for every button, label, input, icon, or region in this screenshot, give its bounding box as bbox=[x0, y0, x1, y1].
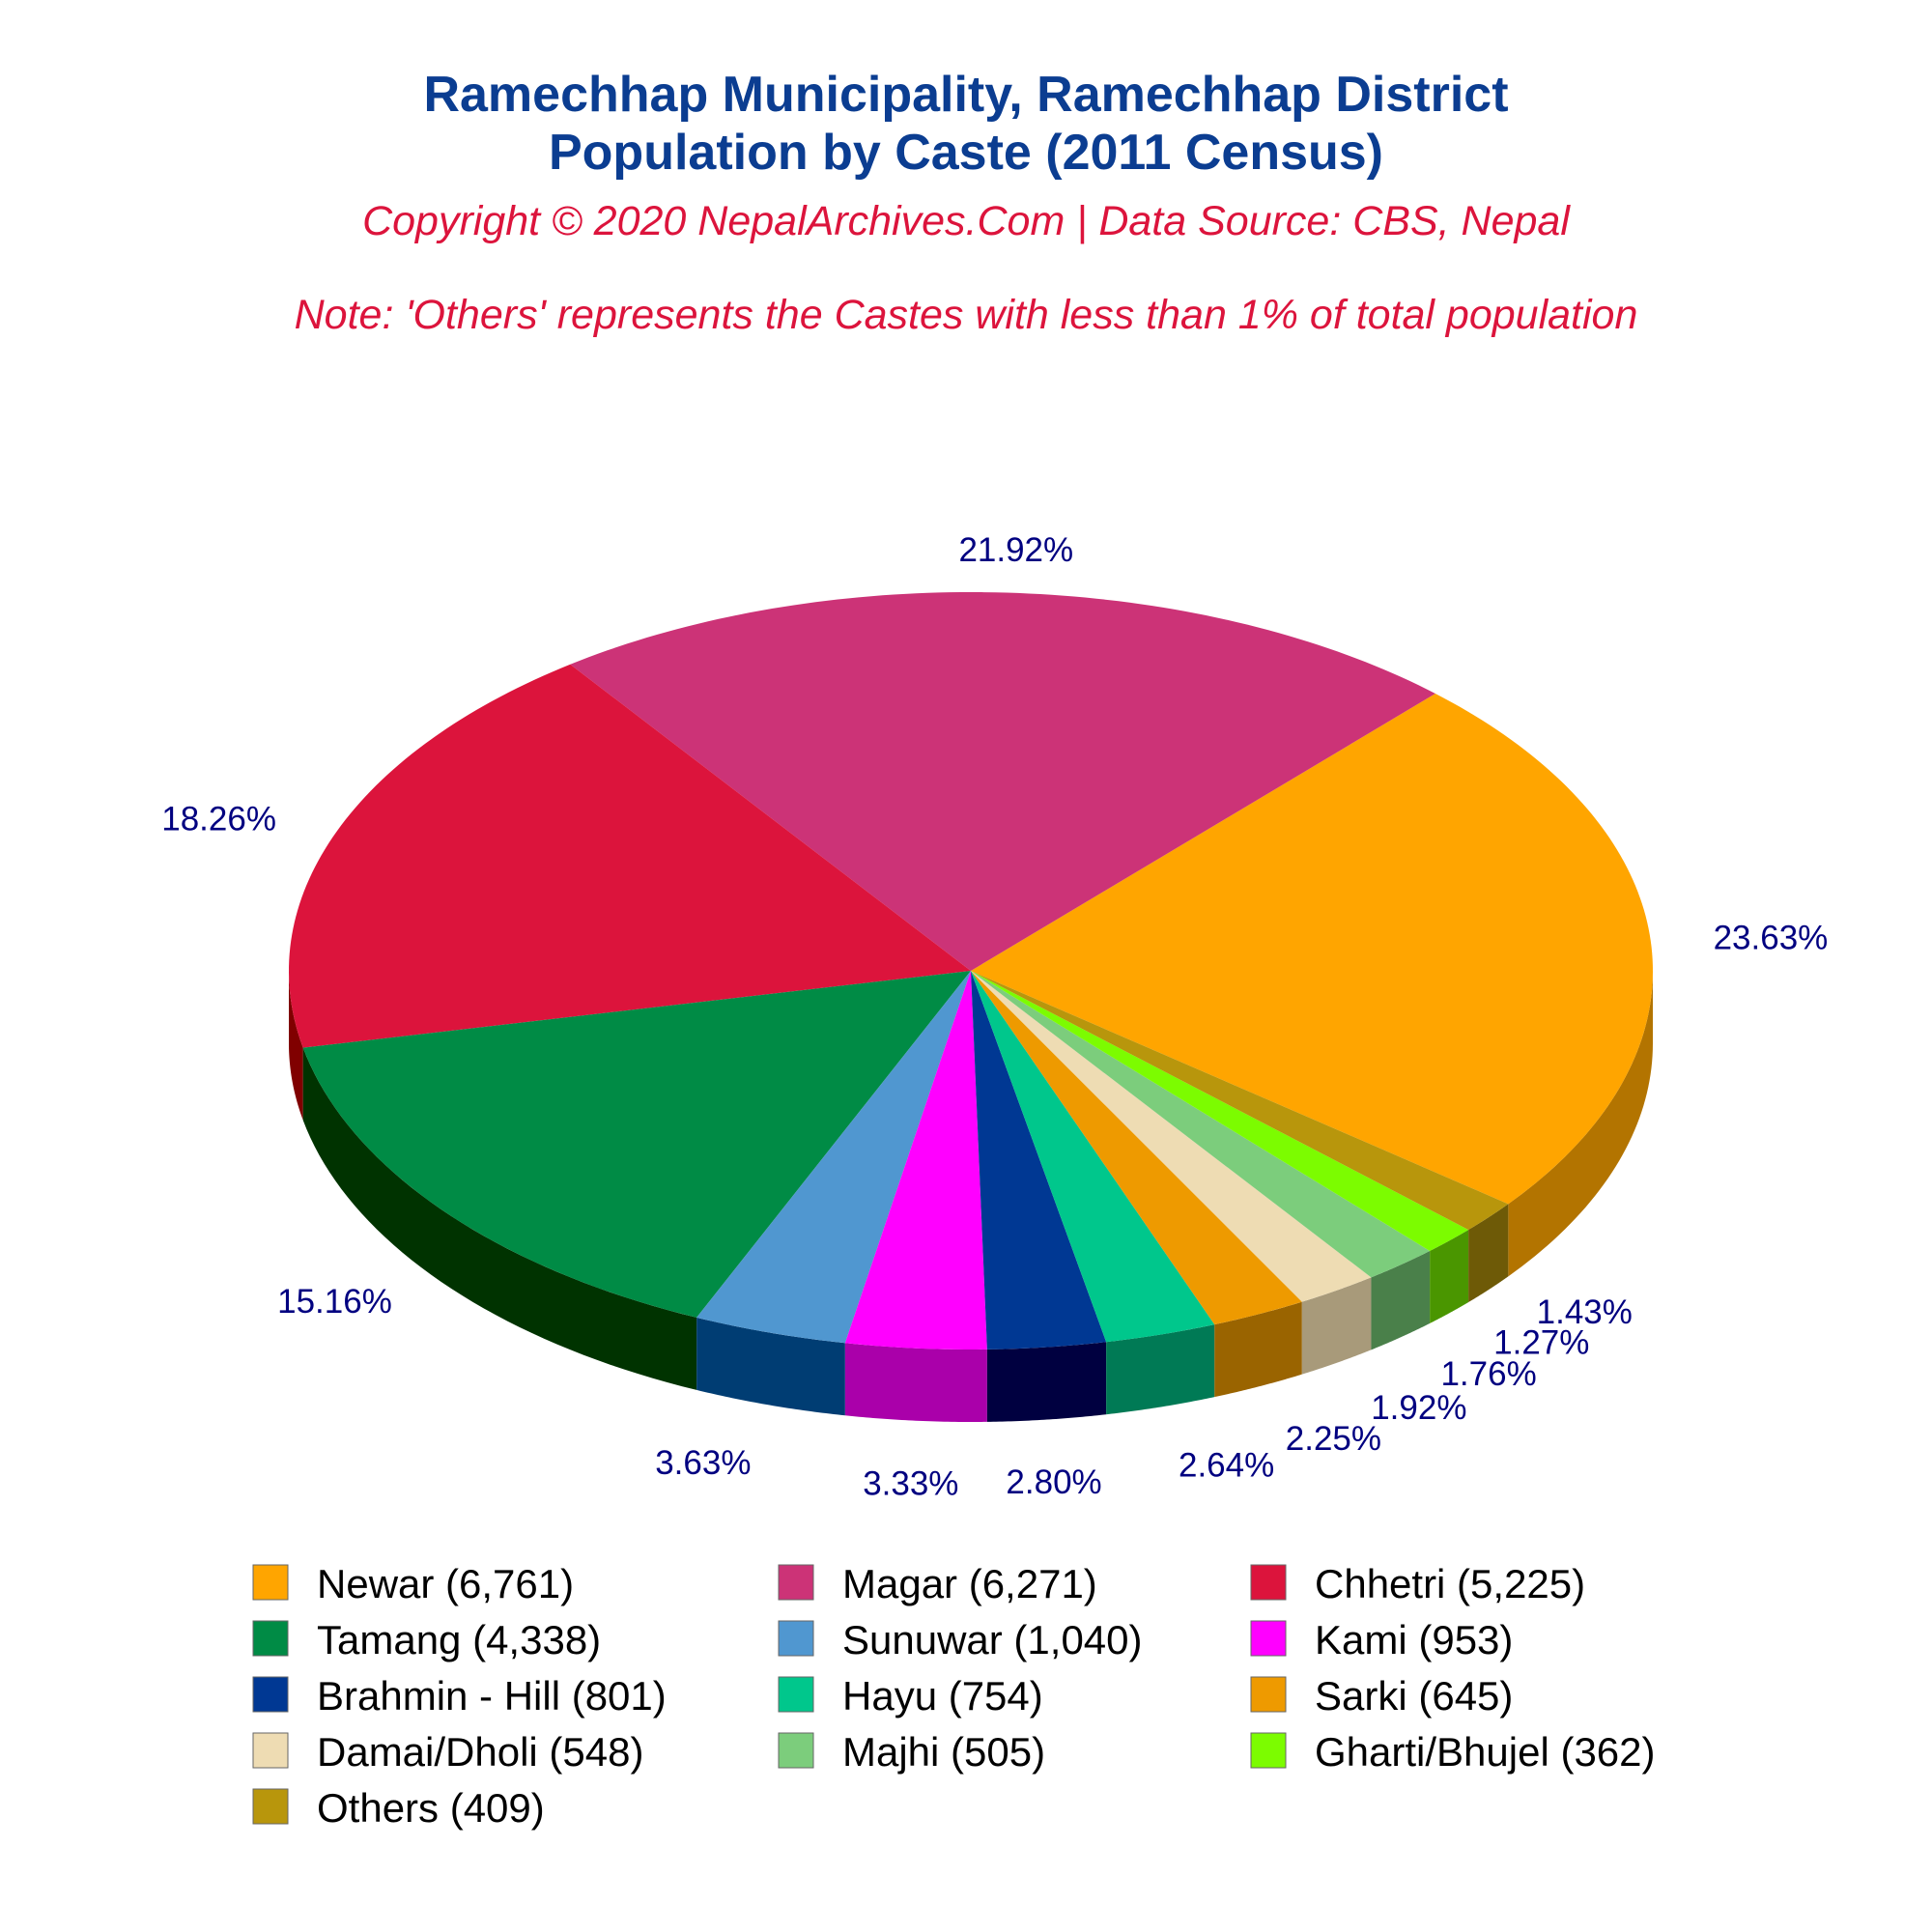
pie-slice-others bbox=[971, 971, 1509, 1231]
legend-swatch bbox=[252, 1676, 289, 1713]
legend-label: Tamang (4,338) bbox=[317, 1617, 601, 1662]
legend-label: Sunuwar (1,040) bbox=[842, 1617, 1143, 1662]
legend-swatch bbox=[1250, 1676, 1287, 1713]
legend-label: Damai/Dholi (548) bbox=[317, 1729, 643, 1775]
legend-swatch bbox=[252, 1732, 289, 1769]
pie-slice-hayu bbox=[971, 971, 1215, 1343]
legend-label: Brahmin - Hill (801) bbox=[317, 1673, 667, 1719]
legend-label: Newar (6,761) bbox=[317, 1561, 574, 1606]
chart-note: Note: 'Others' represents the Castes wit… bbox=[295, 292, 1638, 338]
percent-label-magar: 21.92% bbox=[958, 531, 1073, 569]
percent-label-majhi: 1.76% bbox=[1440, 1355, 1536, 1393]
pie-side-others bbox=[1468, 1204, 1509, 1303]
percent-label-newar: 23.63% bbox=[1714, 919, 1829, 956]
legend-label: Hayu (754) bbox=[842, 1673, 1043, 1719]
pie-side-hayu bbox=[1106, 1324, 1215, 1415]
percent-label-sarki: 2.25% bbox=[1286, 1420, 1381, 1458]
pie-side-newar bbox=[1508, 971, 1653, 1277]
percent-label-others: 1.43% bbox=[1537, 1293, 1633, 1331]
legend-item: Chhetri (5,225) bbox=[1250, 1561, 1585, 1606]
percent-label-brahmin-hill: 2.80% bbox=[1006, 1463, 1101, 1501]
legend-item: Gharti/Bhujel (362) bbox=[1250, 1729, 1656, 1775]
pie-slice-gharti-bhujel bbox=[971, 971, 1469, 1251]
legend-item: Others (409) bbox=[252, 1785, 545, 1831]
percent-label-tamang: 15.16% bbox=[277, 1283, 392, 1321]
chart-title-line1: Ramechhap Municipality, Ramechhap Distri… bbox=[423, 67, 1508, 123]
pie-slice-brahmin-hill bbox=[971, 971, 1107, 1350]
pie-side-brahmin-hill bbox=[986, 1342, 1107, 1422]
pie-slice-damai-dholi bbox=[971, 971, 1372, 1302]
legend-label: Chhetri (5,225) bbox=[1315, 1561, 1585, 1606]
legend-swatch bbox=[1250, 1732, 1287, 1769]
legend-swatch bbox=[778, 1676, 814, 1713]
percent-label-chhetri: 18.26% bbox=[161, 800, 276, 838]
legend-swatch bbox=[1250, 1564, 1287, 1601]
pie-slice-magar bbox=[570, 592, 1435, 971]
pie-side-gharti-bhujel bbox=[1430, 1230, 1469, 1323]
pie-side-majhi bbox=[1371, 1250, 1431, 1350]
pie-side-kami bbox=[844, 1343, 987, 1422]
legend-label: Magar (6,271) bbox=[842, 1561, 1097, 1606]
legend-label: Kami (953) bbox=[1315, 1617, 1513, 1662]
legend-swatch bbox=[252, 1564, 289, 1601]
percent-label-gharti-bhujel: 1.27% bbox=[1493, 1324, 1589, 1362]
pie-body bbox=[289, 592, 1653, 1422]
legend-label: Others (409) bbox=[317, 1785, 545, 1831]
legend-item: Sunuwar (1,040) bbox=[778, 1617, 1143, 1662]
legend-swatch bbox=[778, 1564, 814, 1601]
legend-item: Damai/Dholi (548) bbox=[252, 1729, 643, 1775]
pie-side-sunuwar bbox=[696, 1317, 845, 1416]
pie-slice-chhetri bbox=[289, 664, 971, 1048]
pie-side-sarki bbox=[1214, 1301, 1302, 1398]
legend-swatch bbox=[1250, 1620, 1287, 1657]
legend-label: Sarki (645) bbox=[1315, 1673, 1513, 1719]
pie-side-damai-dholi bbox=[1301, 1277, 1372, 1375]
percent-label-hayu: 2.64% bbox=[1179, 1447, 1274, 1485]
pie-slice-kami bbox=[844, 971, 987, 1350]
pie-slice-newar bbox=[971, 693, 1653, 1205]
legend-swatch bbox=[252, 1788, 289, 1825]
pie-slice-sunuwar bbox=[696, 971, 971, 1344]
legend-swatch bbox=[778, 1732, 814, 1769]
legend-label: Majhi (505) bbox=[842, 1729, 1045, 1775]
pie-slice-tamang bbox=[302, 971, 971, 1318]
percent-label-damai-dholi: 1.92% bbox=[1371, 1389, 1466, 1427]
pie-side-tamang bbox=[302, 1047, 697, 1390]
percent-label-sunuwar: 3.63% bbox=[655, 1444, 751, 1482]
pie-slice-majhi bbox=[971, 971, 1431, 1278]
legend-swatch bbox=[252, 1620, 289, 1657]
pie-side-chhetri bbox=[289, 971, 303, 1121]
chart-subtitle: Copyright © 2020 NepalArchives.Com | Dat… bbox=[362, 198, 1571, 244]
legend-item: Majhi (505) bbox=[778, 1729, 1045, 1775]
legend-item: Hayu (754) bbox=[778, 1673, 1043, 1719]
legend-item: Newar (6,761) bbox=[252, 1561, 574, 1606]
legend-item: Brahmin - Hill (801) bbox=[252, 1673, 667, 1719]
legend-item: Kami (953) bbox=[1250, 1617, 1513, 1662]
legend: Newar (6,761) Magar (6,271) Chhetri (5,225… bbox=[252, 1561, 1656, 1831]
pie-slice-sarki bbox=[971, 971, 1302, 1325]
percent-label-kami: 3.33% bbox=[863, 1464, 958, 1502]
legend-item: Tamang (4,338) bbox=[252, 1617, 601, 1662]
chart-title-line2: Population by Caste (2011 Census) bbox=[549, 125, 1383, 181]
legend-item: Magar (6,271) bbox=[778, 1561, 1097, 1606]
legend-label: Gharti/Bhujel (362) bbox=[1315, 1729, 1656, 1775]
legend-swatch bbox=[778, 1620, 814, 1657]
legend-item: Sarki (645) bbox=[1250, 1673, 1513, 1719]
percent-labels: 23.63% 21.92% 18.26% 15.16% 3.63% 3.33% 2.80% 2… bbox=[161, 531, 1828, 1503]
